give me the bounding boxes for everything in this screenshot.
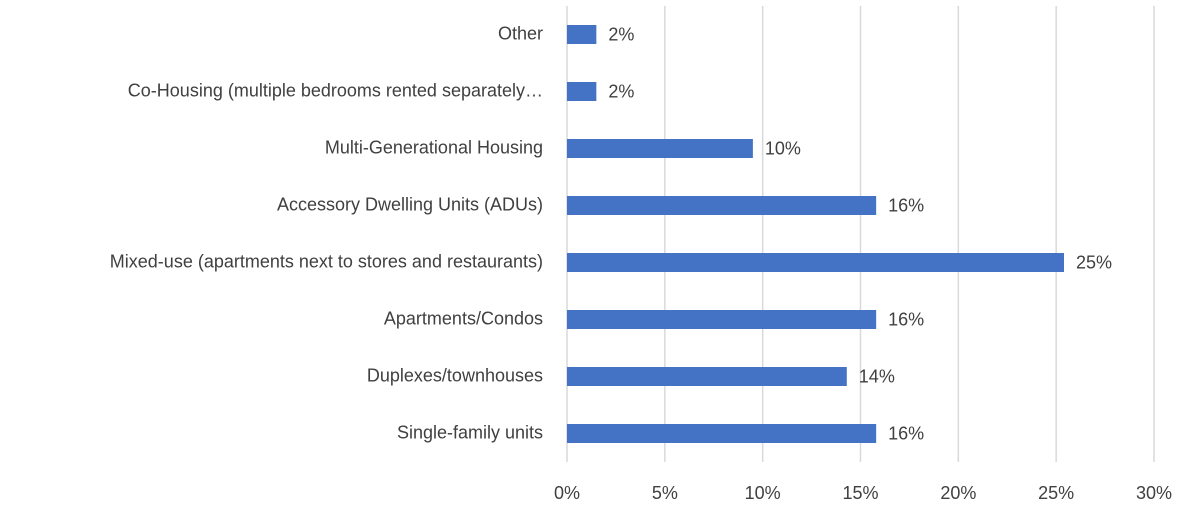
bar	[567, 367, 847, 386]
bar	[567, 25, 597, 44]
data-label: 16%	[888, 423, 924, 443]
data-label: 2%	[608, 81, 634, 101]
x-tick-label: 10%	[745, 483, 781, 503]
y-tick-label: Mixed-use (apartments next to stores and…	[110, 251, 543, 271]
data-label: 14%	[859, 366, 895, 386]
x-tick-label: 30%	[1136, 483, 1172, 503]
x-tick-label: 0%	[554, 483, 580, 503]
data-label: 2%	[608, 24, 634, 44]
x-tick-label: 5%	[652, 483, 678, 503]
data-label: 10%	[765, 138, 801, 158]
data-label: 16%	[888, 309, 924, 329]
y-tick-label: Single-family units	[397, 422, 543, 442]
x-tick-label: 25%	[1038, 483, 1074, 503]
y-tick-label: Duplexes/townhouses	[367, 365, 543, 385]
y-tick-label: Apartments/Condos	[384, 308, 543, 328]
bar	[567, 82, 597, 101]
data-label: 16%	[888, 195, 924, 215]
data-label: 25%	[1076, 252, 1112, 272]
y-tick-label: Multi-Generational Housing	[325, 137, 543, 157]
x-tick-label: 20%	[940, 483, 976, 503]
bar	[567, 253, 1064, 272]
bar	[567, 196, 877, 215]
y-tick-label: Accessory Dwelling Units (ADUs)	[277, 194, 543, 214]
x-tick-label: 15%	[842, 483, 878, 503]
y-tick-label: Co-Housing (multiple bedrooms rented sep…	[128, 80, 543, 100]
bar	[567, 424, 877, 443]
bar	[567, 139, 753, 158]
bar	[567, 310, 877, 329]
y-tick-label: Other	[498, 23, 543, 43]
